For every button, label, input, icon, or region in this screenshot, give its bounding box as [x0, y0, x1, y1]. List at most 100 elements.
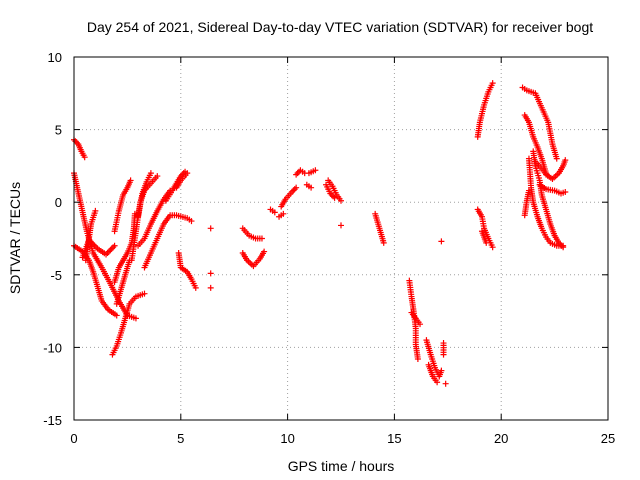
data-point	[438, 238, 445, 245]
data-series-segment	[239, 248, 268, 270]
data-point	[293, 184, 300, 191]
data-point	[558, 242, 565, 249]
y-tick-label: 5	[55, 123, 62, 138]
data-point	[562, 157, 569, 164]
data-point	[489, 80, 496, 87]
y-tick-label: 0	[55, 195, 62, 210]
data-series-segment	[207, 225, 214, 232]
data-point	[312, 167, 319, 174]
data-point	[308, 184, 315, 191]
x-tick-label: 10	[280, 431, 294, 446]
data-series-segment	[111, 177, 134, 235]
data-series-segment	[438, 238, 445, 245]
data-series-segment	[530, 148, 567, 251]
data-point	[293, 171, 300, 178]
data-point	[440, 351, 447, 358]
data-series-segment	[423, 337, 445, 380]
data-point	[192, 284, 199, 291]
y-tick-label: 10	[48, 50, 62, 65]
data-point	[280, 210, 287, 217]
data-series-segment	[207, 284, 214, 291]
data-series-segment	[406, 277, 421, 363]
data-series-segment	[173, 170, 191, 191]
data-point	[81, 154, 88, 161]
data-point	[331, 194, 338, 201]
data-point	[113, 312, 120, 319]
data-series-segment	[521, 187, 532, 219]
data-point	[290, 187, 297, 194]
data-point	[525, 187, 532, 194]
data-point	[107, 247, 114, 254]
data-point	[294, 170, 301, 177]
data-series-segment	[303, 181, 315, 191]
grid-lines	[74, 57, 608, 420]
data-series-segment	[71, 170, 139, 322]
data-series-segment	[440, 340, 447, 358]
data-point	[338, 222, 344, 229]
chart-title: Day 254 of 2021, Sidereal Day-to-day VTE…	[87, 19, 593, 35]
data-point	[207, 284, 214, 291]
data-point	[92, 207, 99, 214]
data-series-segment	[175, 250, 199, 291]
data-point	[414, 356, 421, 363]
data-point	[434, 379, 441, 386]
data-series-segment	[207, 270, 214, 277]
data-point	[261, 248, 268, 255]
data-series-segment	[536, 181, 569, 197]
x-tick-label: 25	[601, 431, 615, 446]
data-point	[154, 173, 161, 180]
data-point	[338, 197, 344, 204]
data-series-segment	[276, 210, 287, 220]
data-series-segment	[474, 80, 496, 140]
data-series-segment	[79, 236, 118, 261]
data-point	[291, 186, 298, 193]
data-point	[442, 380, 449, 387]
data-series-segment	[141, 212, 195, 271]
data-series-segment	[267, 206, 278, 216]
data-point	[271, 209, 278, 216]
data-point	[207, 225, 214, 232]
data-series-segment	[478, 228, 490, 246]
data-point	[438, 367, 445, 374]
data-series-segment	[338, 222, 344, 229]
data-series-segment	[82, 207, 99, 264]
data-point	[188, 218, 195, 225]
data-point	[560, 244, 567, 251]
data-point	[207, 270, 214, 277]
data-point	[258, 235, 265, 242]
plot-frame	[73, 56, 609, 421]
data-series-segment	[442, 380, 449, 387]
data-series-segment	[372, 210, 387, 246]
data-point	[132, 315, 139, 322]
data-series-segment	[239, 225, 265, 242]
data-point	[72, 138, 79, 145]
x-tick-label: 0	[70, 431, 77, 446]
data-point	[489, 244, 496, 251]
x-tick-label: 20	[494, 431, 508, 446]
data-series-segment	[519, 84, 560, 162]
y-tick-label: -15	[43, 413, 62, 428]
data-series-segment	[135, 170, 154, 220]
data-point	[380, 239, 387, 246]
data-point	[553, 155, 560, 162]
data-point	[483, 239, 490, 246]
data-point	[184, 170, 191, 177]
data-point	[108, 245, 115, 252]
data-series-segment	[109, 290, 148, 358]
data-points	[71, 80, 569, 387]
y-axis-label: SDTVAR / TECUs	[7, 182, 23, 294]
data-point	[141, 290, 148, 297]
data-point	[127, 177, 134, 184]
data-series-segment	[305, 167, 319, 177]
data-point	[417, 321, 424, 328]
y-tick-label: -10	[43, 340, 62, 355]
data-point	[104, 250, 111, 257]
x-axis-label: GPS time / hours	[288, 458, 395, 474]
data-point	[110, 244, 117, 251]
data-point	[111, 242, 118, 249]
y-tick-label: -5	[50, 268, 62, 283]
x-tick-label: 5	[177, 431, 184, 446]
data-series-segment	[408, 309, 424, 328]
data-point	[147, 170, 154, 177]
